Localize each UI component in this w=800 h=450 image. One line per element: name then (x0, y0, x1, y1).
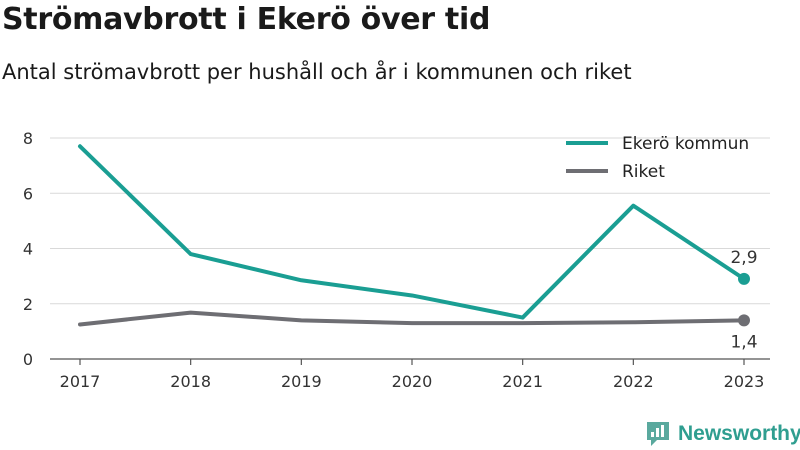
x-tick-label: 2020 (392, 372, 433, 391)
series-line-2 (78, 310, 746, 327)
brand-name: Newsworthy (678, 422, 800, 445)
chart-title: Strömavbrott i Ekerö över tid (2, 2, 491, 37)
x-tick-label: 2018 (170, 372, 211, 391)
series-end-point-1 (738, 272, 750, 285)
legend-label-1: Ekerö kommun (622, 134, 749, 154)
series-end-label-1: 2,9 (730, 248, 757, 268)
y-tick-label: 0 (23, 350, 33, 369)
newsworthy-logo: Newsworthy (645, 420, 800, 448)
series-end-point-2 (738, 314, 750, 327)
chart-subtitle: Antal strömavbrott per hushåll och år i … (2, 60, 632, 84)
y-tick-label: 2 (23, 295, 33, 314)
y-tick-label: 8 (23, 129, 33, 148)
series-end-label-2: 1,4 (730, 332, 757, 352)
x-tick-label: 2017 (60, 372, 101, 391)
series-line-1 (78, 144, 746, 320)
x-tick-label: 2021 (502, 372, 543, 391)
y-tick-label: 4 (23, 240, 33, 259)
legend-label-2: Riket (622, 162, 665, 182)
y-tick-label: 6 (23, 184, 33, 203)
x-tick-label: 2023 (724, 372, 765, 391)
x-tick-label: 2022 (613, 372, 654, 391)
x-tick-label: 2019 (281, 372, 322, 391)
newsworthy-logo-icon (647, 422, 669, 446)
